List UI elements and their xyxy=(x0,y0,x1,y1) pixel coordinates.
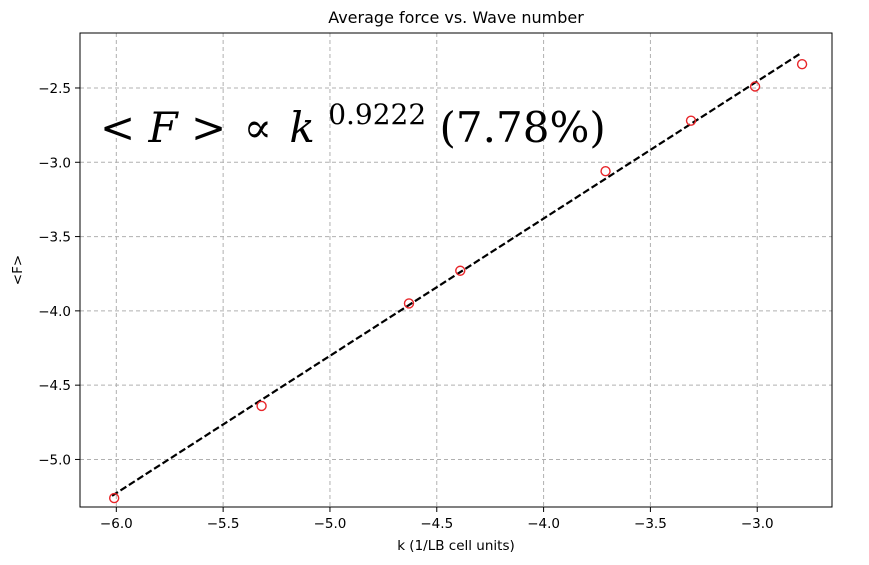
x-axis-ticks: −6.0 −5.5 −5.0 −4.5 −4.0 −3.5 −3.0 xyxy=(100,507,774,532)
y-tick-label: −4.0 xyxy=(38,304,71,320)
grid xyxy=(80,33,832,507)
fit-line-group xyxy=(111,52,801,497)
fit-annotation: < F > ∝ k 0.9222 (7.78%) xyxy=(100,85,606,152)
annotation-base: k xyxy=(289,103,314,152)
y-tick-label: −3.0 xyxy=(38,155,71,171)
y-axis-label: <F> xyxy=(10,255,26,285)
x-tick-label: −6.0 xyxy=(100,516,133,532)
data-point xyxy=(749,81,761,92)
x-tick-label: −4.0 xyxy=(527,516,560,532)
data-point xyxy=(796,59,808,70)
data-point xyxy=(455,265,466,276)
y-tick-label: −3.5 xyxy=(38,230,71,246)
annotation-exponent: 0.9222 xyxy=(328,98,426,131)
plot-frame xyxy=(79,32,833,508)
x-tick-label: −5.0 xyxy=(314,516,347,532)
y-tick-label: −2.5 xyxy=(38,81,71,97)
data-point xyxy=(256,400,267,412)
x-tick-label: −3.5 xyxy=(634,516,667,532)
data-point xyxy=(600,165,611,177)
annotation-suffix: (7.78%) xyxy=(440,103,606,152)
data-point xyxy=(685,115,697,126)
data-points xyxy=(108,59,808,504)
chart-title: Average force vs. Wave number xyxy=(328,8,584,27)
x-tick-label: −3.0 xyxy=(741,516,774,532)
x-tick-label: −4.5 xyxy=(420,516,453,532)
y-tick-label: −4.5 xyxy=(38,378,71,394)
data-point xyxy=(108,492,120,504)
annotation-lhs: < F > xyxy=(100,103,226,152)
x-tick-label: −5.5 xyxy=(207,516,240,532)
fit-line xyxy=(111,52,801,497)
data-point xyxy=(403,298,415,309)
x-axis-label: k (1/LB cell units) xyxy=(397,538,515,554)
y-axis-ticks: −5.0 −4.5 −4.0 −3.5 −3.0 −2.5 xyxy=(38,81,80,468)
annotation-relation: ∝ xyxy=(244,103,272,152)
y-tick-label: −5.0 xyxy=(38,452,71,468)
